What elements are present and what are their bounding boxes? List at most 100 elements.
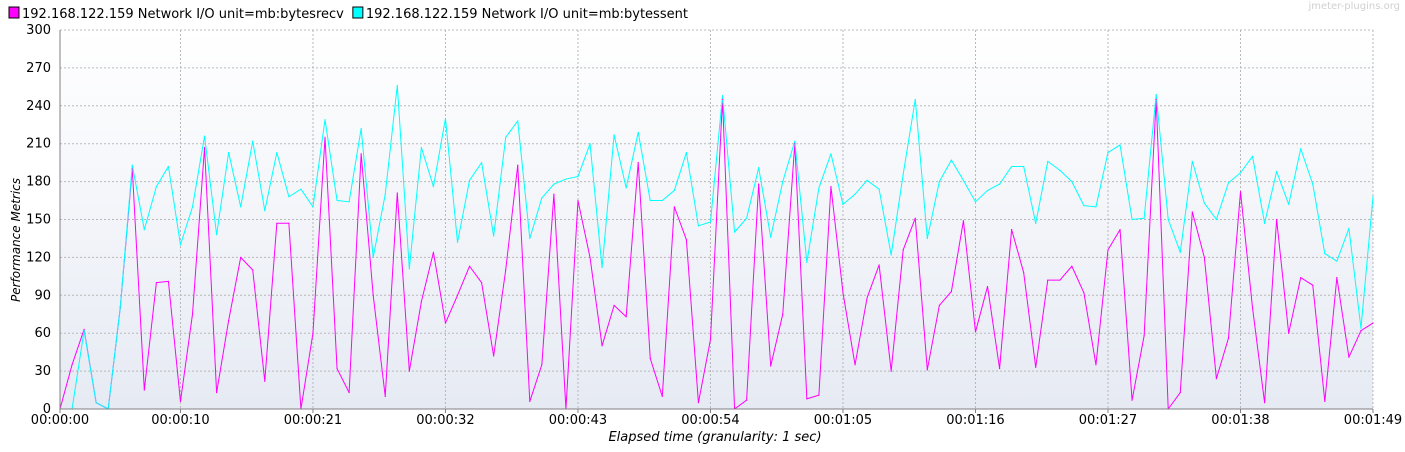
series-1-point: [420, 301, 422, 303]
series-1-point: [252, 269, 254, 271]
series-1-point: [1059, 279, 1061, 281]
series-1-point: [1215, 378, 1217, 380]
series-1-point: [432, 251, 435, 253]
series-1-point: [1300, 277, 1302, 279]
series-1-point: [854, 364, 856, 366]
series-1-point: [685, 239, 687, 241]
series-2-point: [649, 199, 651, 202]
series-2-point: [432, 186, 435, 188]
series-1-point: [986, 285, 989, 288]
series-2-point: [806, 261, 808, 264]
series-2-point: [974, 201, 977, 203]
series-2-point: [83, 330, 85, 332]
x-tick-label: 00:01:16: [946, 413, 1004, 428]
series-1-point: [468, 265, 471, 267]
series-1-point: [770, 365, 772, 367]
series-1-point: [1276, 218, 1278, 221]
series-2-point: [95, 402, 97, 404]
series-1-point: [83, 328, 85, 331]
series-1-point: [553, 193, 555, 195]
series-2-point: [541, 197, 543, 199]
series-2-point: [1300, 148, 1302, 150]
series-1-point: [637, 162, 639, 164]
series-2-point: [396, 84, 398, 87]
series-1-point: [1288, 332, 1290, 334]
series-2-point: [661, 199, 663, 202]
series-2-point: [1372, 196, 1374, 198]
series-1-point: [1360, 330, 1362, 332]
series-1-point: [1131, 399, 1133, 401]
series-2-point: [746, 217, 748, 219]
series-1-point: [131, 168, 133, 170]
series-2-point: [709, 221, 712, 223]
series-1-point: [661, 395, 663, 397]
series-1-point: [1191, 211, 1193, 213]
series-1-point: [456, 294, 459, 296]
series-2-point: [384, 193, 386, 195]
x-tick-label: 00:00:00: [31, 413, 89, 428]
series-2-point: [878, 188, 880, 190]
series-2-point: [697, 225, 700, 227]
series-2-point: [818, 187, 820, 189]
series-2-point: [1360, 327, 1362, 329]
series-2-point: [264, 210, 266, 212]
series-2-point: [529, 237, 531, 240]
series-2-point: [167, 165, 170, 168]
series-2-point: [1131, 218, 1133, 221]
series-2-point: [1312, 183, 1314, 185]
series-2-point: [191, 206, 194, 208]
series-1-point: [709, 338, 712, 341]
series-1-point: [866, 297, 868, 299]
series-1-point: [1047, 279, 1049, 281]
x-tick-label: 00:00:32: [416, 413, 474, 428]
series-2-point: [842, 203, 844, 205]
series-2-point: [601, 266, 603, 269]
series-2-point: [673, 189, 675, 192]
x-tick-label: 00:00:54: [681, 413, 739, 428]
series-2-point: [902, 173, 904, 175]
series-1-point: [276, 222, 278, 224]
series-1-point: [950, 290, 952, 293]
series-1-point: [1095, 364, 1097, 366]
series-2-point: [770, 236, 772, 238]
series-2-point: [1155, 93, 1157, 96]
series-lines: [59, 84, 1374, 410]
series-2-point: [794, 140, 796, 142]
series-1-point: [529, 400, 531, 403]
series-2-point: [1263, 222, 1266, 224]
series-2-point: [505, 136, 507, 138]
legend-swatch-1: [8, 6, 20, 19]
series-1-point: [649, 357, 651, 360]
series-1-point: [517, 164, 519, 166]
series-1-point: [288, 222, 290, 224]
series-1-point: [444, 322, 447, 324]
axes: [59, 30, 1373, 410]
series-2-point: [143, 229, 145, 231]
series-2-point: [1107, 151, 1109, 154]
series-line-2: [60, 85, 1374, 410]
series-2-point: [1348, 227, 1350, 229]
series-1-point: [1179, 391, 1181, 394]
series-1-point: [505, 269, 507, 271]
series-2-point: [938, 181, 940, 183]
series-1-point: [1083, 292, 1085, 294]
series-1-point: [541, 364, 543, 366]
series-1-point: [1263, 402, 1266, 404]
series-2-point: [1047, 160, 1049, 162]
series-1-point: [71, 364, 73, 366]
series-1-point: [782, 313, 784, 315]
series-1-point: [324, 136, 326, 138]
x-tick-label: 00:01:49: [1344, 413, 1402, 428]
x-tick-label: 00:00:10: [151, 413, 209, 428]
x-tick-labels: 00:00:00 00:00:10 00:00:21 00:00:32 00:00:43…: [31, 409, 1402, 428]
series-1-point: [1372, 322, 1374, 324]
series-1-point: [1324, 400, 1326, 403]
series-1-point: [1239, 191, 1242, 193]
legend-label-1: 192.168.122.159 Network I/O unit=mb:byte…: [22, 7, 344, 22]
y-tick-label: 210: [26, 137, 51, 152]
series-2-point: [1251, 155, 1254, 157]
series-1-point: [842, 292, 844, 294]
y-tick-label: 30: [34, 364, 51, 379]
series-1-point: [938, 304, 940, 307]
series-2-point: [1023, 165, 1025, 168]
